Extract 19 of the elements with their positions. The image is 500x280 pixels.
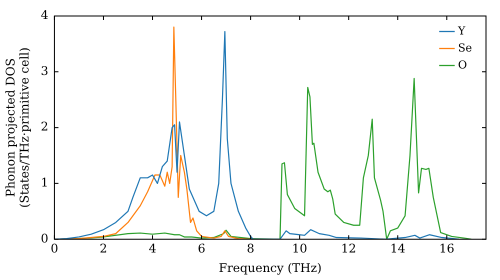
x-tick-label: 4 xyxy=(148,242,157,256)
y-tick-label: 4 xyxy=(40,8,49,22)
legend-label: Y xyxy=(456,24,466,38)
x-tick-label: 8 xyxy=(246,242,254,256)
x-tick-label: 6 xyxy=(198,242,206,256)
x-tick-label: 16 xyxy=(439,242,454,256)
x-tick-label: 2 xyxy=(100,242,108,256)
y-tick-label: 1 xyxy=(40,176,48,190)
x-tick-label: 0 xyxy=(50,242,58,256)
y-tick-label: 0 xyxy=(40,231,48,246)
legend-label: O xyxy=(458,58,467,72)
x-tick-label: 10 xyxy=(292,242,308,256)
x-axis-title: Frequency (THz) xyxy=(218,260,322,275)
y-tick-label: 3 xyxy=(40,64,48,78)
y-axis-title: Phonon projected DOS (States/THz·primitive cell) xyxy=(3,47,32,208)
y-tick-label: 2 xyxy=(40,120,48,134)
legend-label: Se xyxy=(458,41,472,54)
x-tick-label: 14 xyxy=(390,242,406,256)
x-tick-label: 12 xyxy=(341,242,356,256)
